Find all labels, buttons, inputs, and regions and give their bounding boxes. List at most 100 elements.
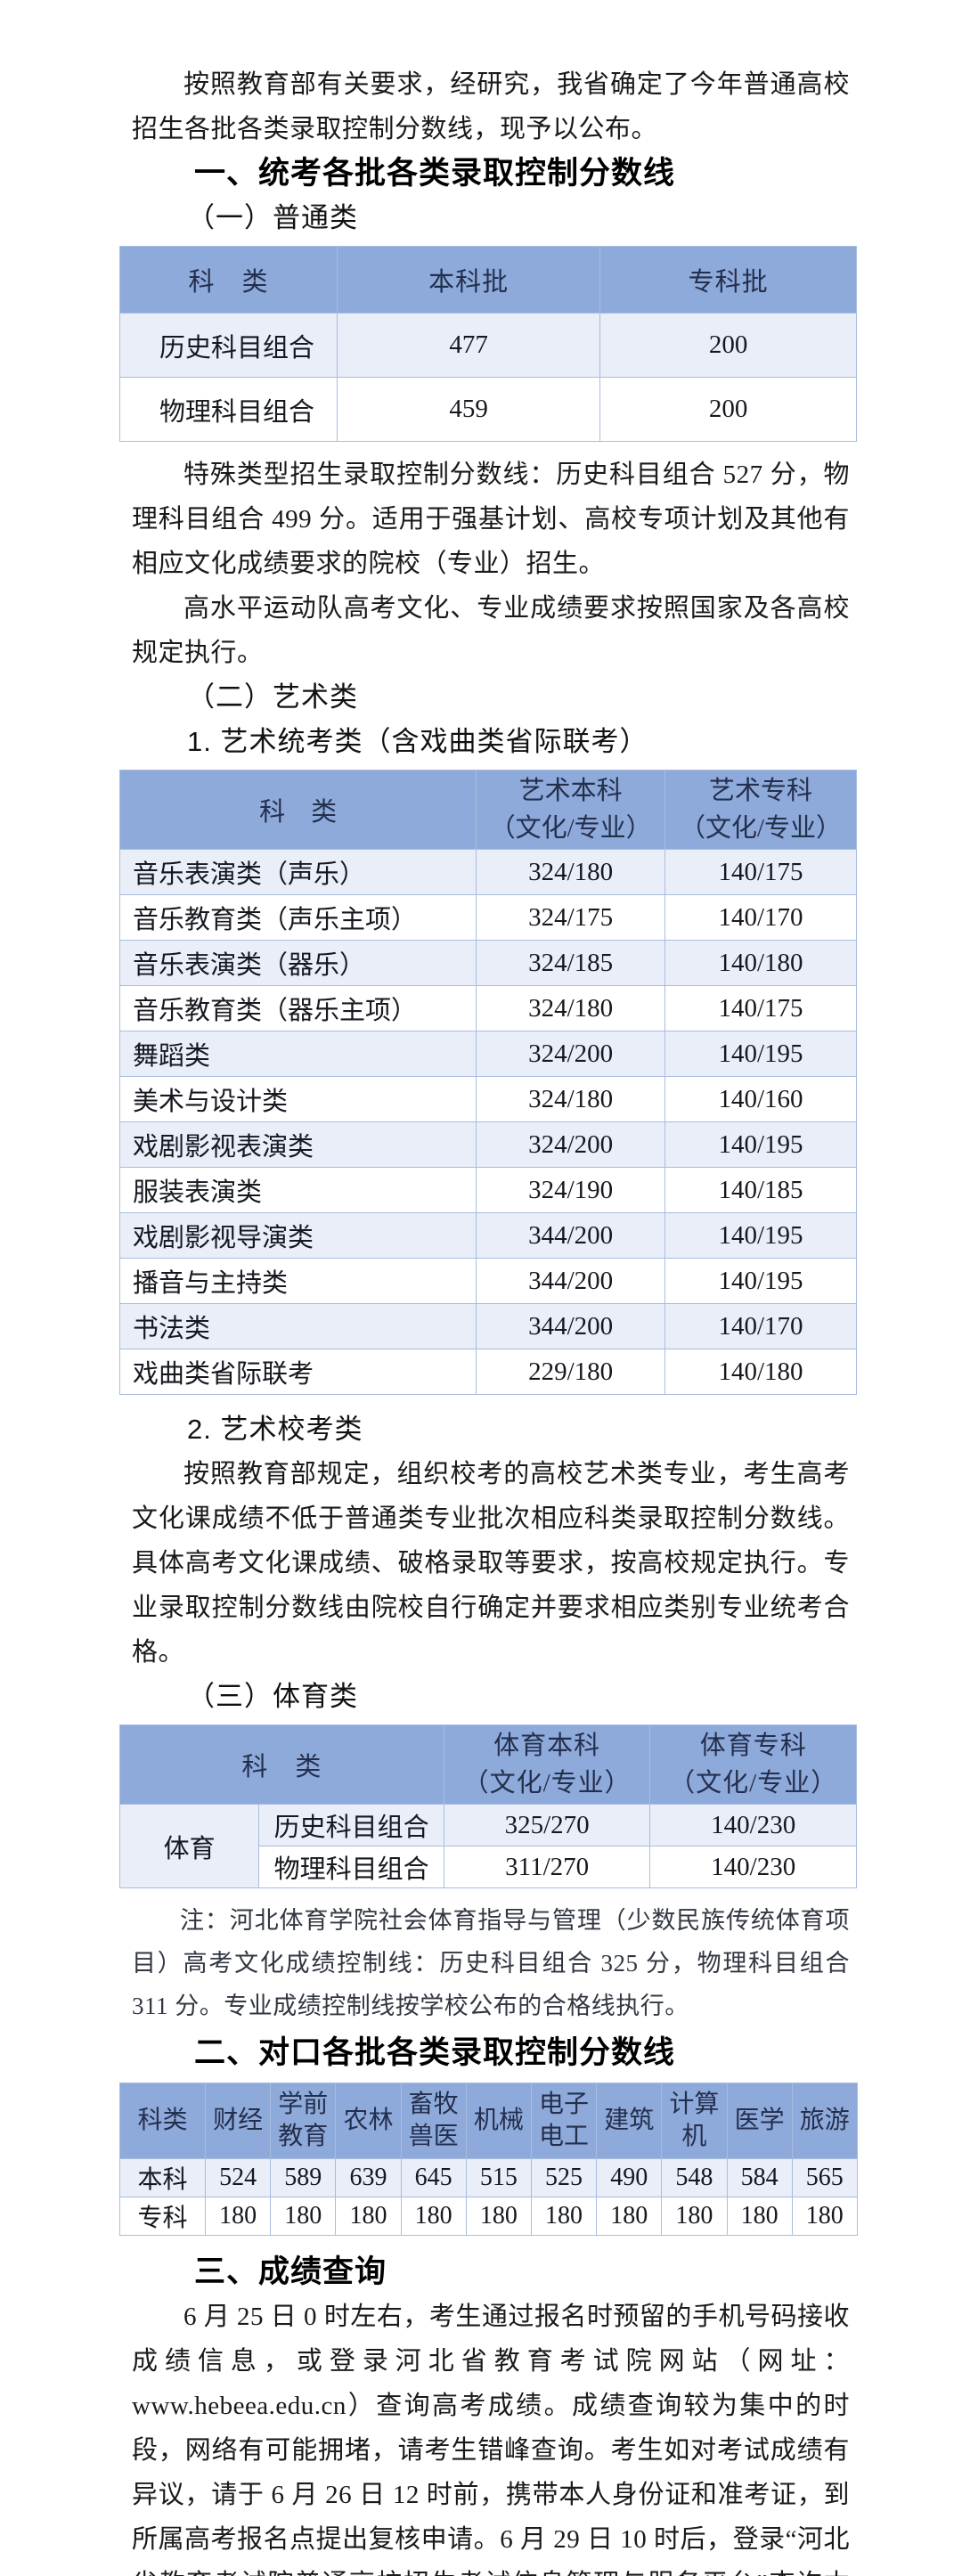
table-cell: 565 <box>791 2158 858 2197</box>
table-row: 音乐教育类（器乐主项） 324/180 140/175 <box>118 985 858 1031</box>
column-header: 体育专科 （文化/专业） <box>649 1724 857 1805</box>
table-cell: 音乐教育类（器乐主项） <box>118 985 477 1031</box>
column-header: 建筑 <box>596 2083 663 2159</box>
table-row: 音乐表演类（声乐） 324/180 140/175 <box>118 849 858 895</box>
table-row: 书法类 344/200 140/170 <box>118 1303 858 1349</box>
column-header: 科 类 <box>118 770 477 850</box>
art-school-paragraph: 按照教育部规定，组织校考的高校艺术类专业，考生高考文化课成绩不低于普通类专业批次… <box>132 1460 850 1667</box>
table-cell: 历史科目组合 <box>258 1804 444 1846</box>
table-cell: 140/180 <box>664 940 858 986</box>
header-line: （文化/专业） <box>489 814 652 843</box>
table-cell: 戏剧影视导演类 <box>118 1212 477 1259</box>
column-header: 电子电工 <box>530 2083 598 2159</box>
table-cell: 324/200 <box>476 1121 665 1168</box>
header-line: 体育本科 <box>493 1732 601 1760</box>
table-cell: 324/180 <box>476 849 665 895</box>
table-cell: 戏曲类省际联考 <box>118 1349 477 1395</box>
header-line: 艺术专科 <box>708 777 812 805</box>
special-admission-paragraph: 特殊类型招生录取控制分数线：历史科目组合 527 分，物理科目组合 499 分。… <box>132 461 850 578</box>
table-cell: 200 <box>599 313 857 378</box>
column-header: 科 类 <box>119 1724 444 1805</box>
table-cell: 140/175 <box>664 985 858 1031</box>
table-cell: 344/200 <box>476 1303 665 1349</box>
table-cell: 324/180 <box>476 985 665 1031</box>
table-cell: 548 <box>661 2158 728 2197</box>
table-cell: 140/195 <box>664 1258 858 1304</box>
table-cell: 140/230 <box>649 1846 857 1888</box>
table-cell: 180 <box>465 2197 532 2236</box>
table-cell: 645 <box>400 2158 467 2197</box>
table-cell: 180 <box>530 2197 598 2236</box>
table-cell: 180 <box>596 2197 663 2236</box>
score-query-paragraph: 6 月 25 日 0 时左右，考生通过报名时预留的手机号码接收成绩信息，或登录河… <box>132 2303 850 2576</box>
table-cell: 140/230 <box>649 1804 857 1846</box>
section3-heading: 三、成绩查询 <box>194 2254 387 2289</box>
table-cell: 140/195 <box>664 1121 858 1168</box>
table-cell: 524 <box>204 2158 272 2197</box>
table-cell: 180 <box>661 2197 728 2236</box>
table-header-row: 科 类 本科批 专科批 <box>119 246 857 314</box>
pe-scores-table: 科 类 体育本科 （文化/专业） 体育专科 （文化/专业） 体育 历史科目组合 … <box>118 1724 857 1888</box>
table-cell: 459 <box>336 377 601 442</box>
table-cell: 美术与设计类 <box>118 1076 477 1122</box>
header-line: （文化/专业） <box>462 1769 632 1797</box>
intro-paragraph: 按照教育部有关要求，经研究，我省确定了今年普通高校招生各批各类录取控制分数线，现… <box>132 70 850 143</box>
table-row: 播音与主持类 344/200 140/195 <box>118 1258 858 1304</box>
table-row: 音乐教育类（声乐主项） 324/175 140/170 <box>118 894 858 941</box>
table-cell: 140/180 <box>664 1349 858 1395</box>
table-row: 专科 180 180 180 180 180 180 180 180 180 180 <box>119 2197 858 2236</box>
table-cell: 物理科目组合 <box>258 1846 444 1888</box>
table-cell: 140/185 <box>664 1167 858 1213</box>
table-row: 物理科目组合 311/270 140/230 <box>120 1846 857 1888</box>
table-row: 戏剧影视导演类 344/200 140/195 <box>118 1212 858 1259</box>
column-header: 体育本科 （文化/专业） <box>443 1724 651 1805</box>
art-category-heading: （二）艺术类 <box>187 681 358 713</box>
table-cell: 324/180 <box>476 1076 665 1122</box>
table-cell: 639 <box>335 2158 402 2197</box>
section1-heading: 一、统考各批各类录取控制分数线 <box>194 156 676 191</box>
table-cell: 229/180 <box>476 1349 665 1395</box>
column-header: 本科批 <box>336 246 601 314</box>
table-cell: 音乐表演类（声乐） <box>118 849 477 895</box>
table-cell: 本科 <box>119 2158 206 2197</box>
column-header: 科类 <box>119 2083 206 2159</box>
table-cell: 播音与主持类 <box>118 1258 477 1304</box>
table-cell: 180 <box>204 2197 272 2236</box>
table-cell: 525 <box>530 2158 598 2197</box>
table-cell: 历史科目组合 <box>119 313 338 378</box>
table-cell: 477 <box>336 313 601 378</box>
vocational-scores-table: 科类 财经 学前教育 农林 畜牧兽医 机械 电子电工 建筑 计算机 医学 旅游 … <box>119 2083 858 2236</box>
table-row: 戏剧影视表演类 324/200 140/195 <box>118 1121 858 1168</box>
table-cell: 589 <box>270 2158 337 2197</box>
art-scores-table: 科 类 艺术本科 （文化/专业） 艺术专科 （文化/专业） 音乐表演类（声乐） 3… <box>118 770 858 1395</box>
table-cell: 180 <box>791 2197 858 2236</box>
table-header-row: 科类 财经 学前教育 农林 畜牧兽医 机械 电子电工 建筑 计算机 医学 旅游 <box>119 2083 858 2159</box>
table-cell: 体育 <box>118 1804 260 1888</box>
table-cell: 324/185 <box>476 940 665 986</box>
table-row: 物理科目组合 459 200 <box>119 377 857 442</box>
header-line: （文化/专业） <box>669 1769 838 1797</box>
table-cell: 180 <box>335 2197 402 2236</box>
table-cell: 140/160 <box>664 1076 858 1122</box>
general-category-heading: （一）普通类 <box>187 202 358 233</box>
header-line: 艺术本科 <box>518 777 623 805</box>
table-cell: 戏剧影视表演类 <box>118 1121 477 1168</box>
table-cell: 324/190 <box>476 1167 665 1213</box>
table-cell: 140/170 <box>664 1303 858 1349</box>
column-header: 艺术专科 （文化/专业） <box>664 770 858 850</box>
column-header: 科 类 <box>119 246 338 314</box>
column-header: 学前教育 <box>270 2083 337 2159</box>
table-row: 体育 历史科目组合 325/270 140/230 <box>118 1804 857 1888</box>
table-cell: 音乐表演类（器乐） <box>118 940 477 986</box>
table-cell: 200 <box>599 377 857 442</box>
table-row: 服装表演类 324/190 140/185 <box>118 1167 858 1213</box>
table-cell: 180 <box>400 2197 467 2236</box>
section2-heading: 二、对口各批各类录取控制分数线 <box>194 2035 676 2070</box>
column-header: 艺术本科 （文化/专业） <box>476 770 665 850</box>
table-cell: 140/195 <box>664 1031 858 1077</box>
column-header: 农林 <box>335 2083 402 2159</box>
table-cell: 专科 <box>119 2197 206 2236</box>
header-line: 体育专科 <box>699 1732 807 1760</box>
sports-team-paragraph: 高水平运动队高考文化、专业成绩要求按照国家及各高校规定执行。 <box>132 594 850 667</box>
